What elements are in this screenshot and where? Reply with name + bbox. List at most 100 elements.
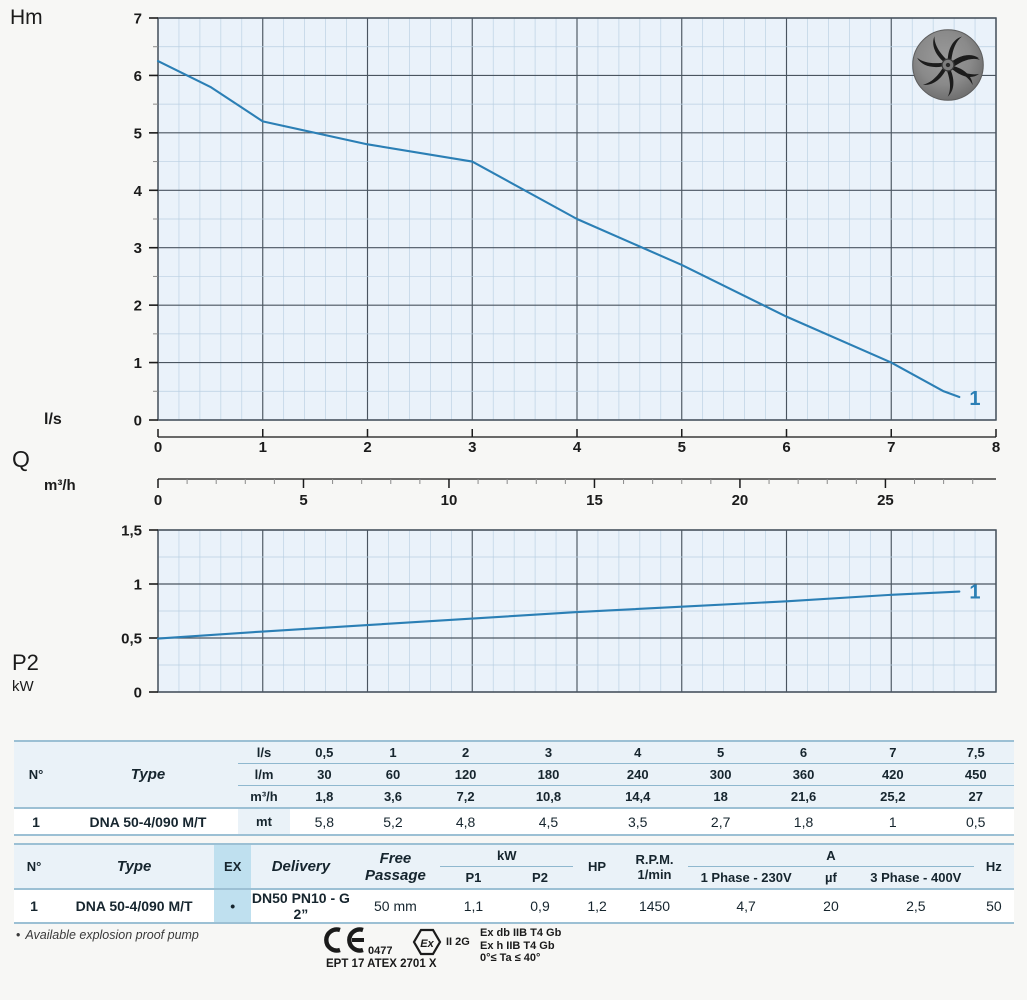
bullet-icon: • xyxy=(16,928,21,942)
svg-text:5: 5 xyxy=(299,492,307,509)
flow-value-lm: 120 xyxy=(427,763,504,786)
svg-text:3: 3 xyxy=(468,439,476,455)
ce-notified-body-number: 0477 xyxy=(368,945,393,957)
svg-text:0: 0 xyxy=(154,492,162,509)
head-value: 3,5 xyxy=(593,807,683,836)
svg-text:10: 10 xyxy=(441,492,458,509)
svg-text:4: 4 xyxy=(573,439,582,455)
flow-axis-m3h-chart: 0 5 10 15 20 25 xyxy=(0,455,1027,515)
spec-header-rpm: R.P.M. xyxy=(635,851,674,867)
spec-row-hp: 1,2 xyxy=(573,888,621,924)
atex-marking-lines: Ex db IIB T4 Gb Ex h IIB T4 Gb 0°≤ Ta ≤ … xyxy=(480,927,561,965)
spec-header-ex: EX xyxy=(214,843,252,889)
flow-value-ls: 4 xyxy=(593,740,683,764)
performance-table: N° Type l/s 0,5 1 2 3 4 5 6 7 7,5 l/m 30… xyxy=(14,740,1014,836)
atex-ex-hexagon-icon: Ex xyxy=(412,928,442,956)
head-curve-chart: 0 1 2 3 4 5 6 7 0 1 2 3 4 5 6 7 8 1 xyxy=(0,0,1027,456)
spec-row-type: DNA 50-4/090 M/T xyxy=(53,888,215,924)
spec-header-delivery: Delivery xyxy=(251,843,351,889)
flow-value-m3h: 25,2 xyxy=(848,785,938,808)
svg-text:Ex: Ex xyxy=(420,938,434,950)
spec-row-ex: • xyxy=(214,888,252,924)
power-axis-unit: kW xyxy=(12,678,34,695)
svg-text:1: 1 xyxy=(134,577,142,594)
certification-block: 0477 EPT 17 ATEX 2701 X Ex II 2G Ex db I… xyxy=(320,925,880,985)
spec-header-type: Type xyxy=(53,843,215,889)
vortex-impeller-icon xyxy=(912,29,984,101)
svg-text:2: 2 xyxy=(134,298,142,315)
footnote-text: Available explosion proof pump xyxy=(25,928,199,942)
flow-value-lm: 420 xyxy=(848,763,938,786)
power-curve-chart: 0 0,5 1 1,5 1 xyxy=(0,515,1027,730)
row-type: DNA 50-4/090 M/T xyxy=(58,807,238,836)
flow-value-m3h: 14,4 xyxy=(593,785,683,808)
spec-row-free-passage: 50 mm xyxy=(350,888,441,924)
flow-axis-label: Q xyxy=(12,446,30,472)
head-value: 4,5 xyxy=(503,807,594,836)
spec-header-free-passage: Free Passage xyxy=(350,843,441,889)
unit-m3h: m³/h xyxy=(238,785,290,808)
series-label-1: 1 xyxy=(969,388,980,410)
table-row: l/m 30 60 120 180 240 300 360 420 450 xyxy=(14,763,1014,786)
spec-header-p1: P1 xyxy=(440,866,507,889)
spec-header-amps: A xyxy=(688,843,974,867)
head-value: 2,7 xyxy=(682,807,759,836)
atex-line-2: Ex h IIB T4 Gb xyxy=(480,939,555,952)
flow-axis-unit-m3h: m³/h xyxy=(44,477,76,494)
spec-header-uf: µf xyxy=(804,866,858,889)
head-value: 1 xyxy=(848,807,938,836)
flow-axis-unit-ls: l/s xyxy=(44,411,62,428)
flow-value-ls: 5 xyxy=(682,740,759,764)
flow-value-m3h: 3,6 xyxy=(358,785,428,808)
spec-row-phase3: 2,5 xyxy=(857,888,974,924)
svg-text:15: 15 xyxy=(586,492,603,509)
head-value: 1,8 xyxy=(758,807,849,836)
spec-header-rpm-unit: 1/min xyxy=(637,866,672,882)
atex-equipment-group: II 2G xyxy=(446,936,470,948)
spec-row-p2: 0,9 xyxy=(506,888,574,924)
spec-row-rpm: 1450 xyxy=(620,888,689,924)
spec-row-phase1: 4,7 xyxy=(688,888,804,924)
flow-value-ls: 0,5 xyxy=(290,740,359,764)
spec-header-hp: HP xyxy=(573,843,621,889)
spec-row-p1: 1,1 xyxy=(440,888,507,924)
spec-row-hz: 50 xyxy=(973,888,1014,924)
svg-text:7: 7 xyxy=(887,439,895,455)
table-row: N° Type l/s 0,5 1 2 3 4 5 6 7 7,5 xyxy=(14,740,1014,808)
unit-ls: l/s xyxy=(238,740,290,764)
header-type: Type xyxy=(58,740,238,808)
footnote: • Available explosion proof pump xyxy=(16,928,199,942)
flow-value-m3h: 7,2 xyxy=(427,785,504,808)
svg-text:8: 8 xyxy=(992,439,1000,455)
spec-header-p2: P2 xyxy=(506,866,574,889)
spec-row-number: 1 xyxy=(14,888,54,924)
flow-value-m3h: 21,6 xyxy=(758,785,849,808)
spec-header-phase3: 3 Phase - 400V xyxy=(857,866,974,889)
svg-text:6: 6 xyxy=(782,439,790,455)
specification-table: N° Type EX Delivery Free Passage kW HP R… xyxy=(14,843,1014,924)
flow-value-m3h: 1,8 xyxy=(290,785,359,808)
head-value: 5,2 xyxy=(358,807,428,836)
svg-text:7: 7 xyxy=(134,11,142,28)
flow-value-ls: 7 xyxy=(848,740,938,764)
header-n: N° xyxy=(14,740,58,808)
flow-value-ls: 2 xyxy=(427,740,504,764)
spec-header-hz: Hz xyxy=(973,843,1014,889)
flow-value-lm: 450 xyxy=(937,763,1014,786)
svg-text:0: 0 xyxy=(134,413,142,430)
flow-value-lm: 300 xyxy=(682,763,759,786)
flow-value-ls: 3 xyxy=(503,740,594,764)
flow-value-m3h: 27 xyxy=(937,785,1014,808)
svg-text:6: 6 xyxy=(134,68,142,85)
table-row: 1 DNA 50-4/090 M/T • DN50 PN10 - G 2” 50… xyxy=(14,888,1014,924)
svg-text:25: 25 xyxy=(877,492,894,509)
flow-value-lm: 180 xyxy=(503,763,594,786)
flow-value-ls: 1 xyxy=(358,740,428,764)
flow-value-m3h: 18 xyxy=(682,785,759,808)
table-row: P1 P2 1 Phase - 230V µf 3 Phase - 400V xyxy=(14,866,1014,889)
flow-value-lm: 60 xyxy=(358,763,428,786)
atex-certificate-code: EPT 17 ATEX 2701 X xyxy=(326,958,437,970)
unit-mt: mt xyxy=(238,807,290,836)
spec-header-phase1: 1 Phase - 230V xyxy=(688,866,804,889)
head-axis-label: Hm xyxy=(10,6,43,29)
